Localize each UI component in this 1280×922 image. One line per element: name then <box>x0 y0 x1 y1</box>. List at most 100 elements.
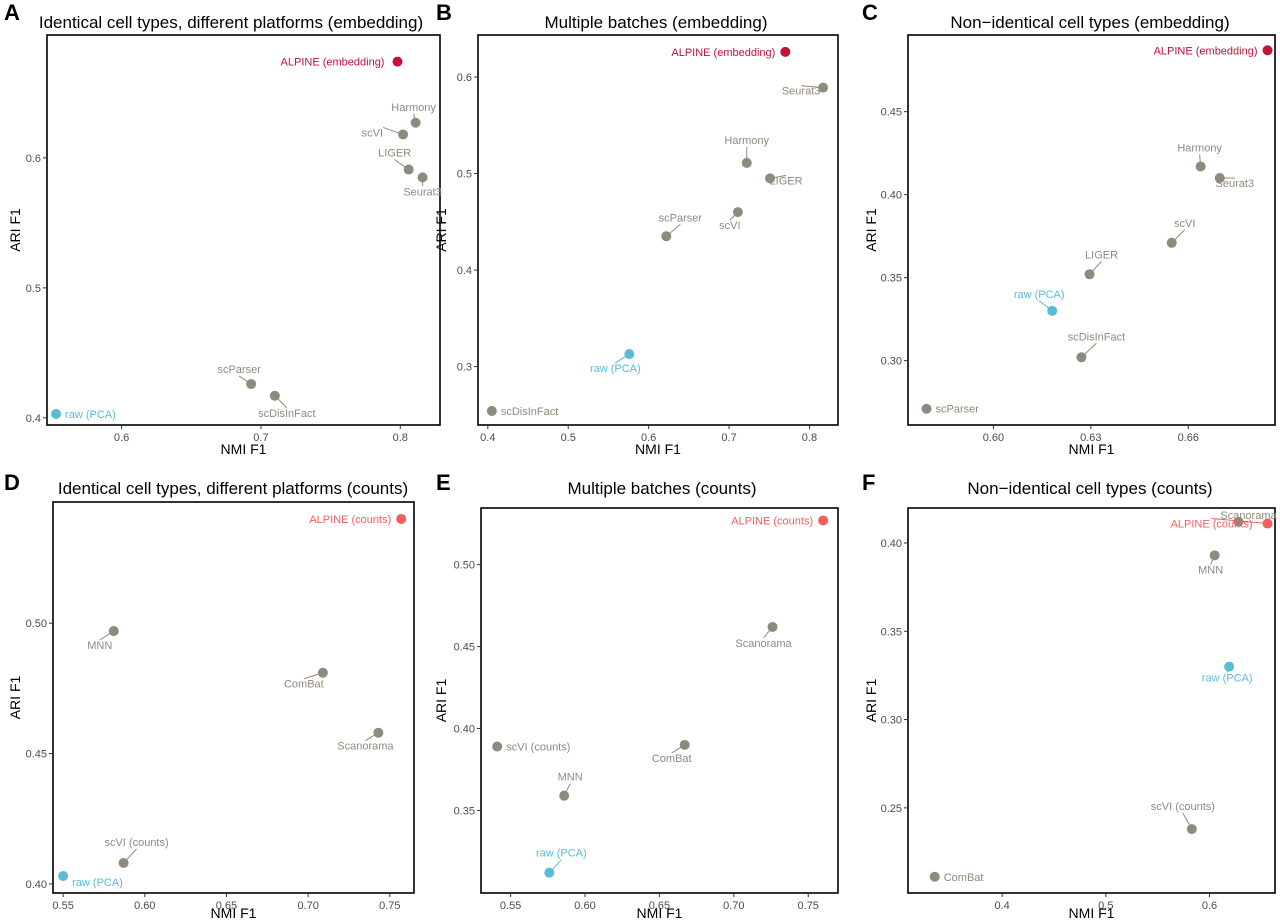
y-tick-label: 0.40 <box>881 190 902 202</box>
point-mnn <box>559 790 570 801</box>
y-axis-label: ARI F1 <box>433 208 449 252</box>
point-scparser <box>246 379 257 390</box>
point-seurat3 <box>818 82 829 93</box>
point-scdisinfact <box>1076 352 1087 363</box>
point-label-mnn: MNN <box>87 640 112 652</box>
point-label-combat: ComBat <box>652 753 692 765</box>
point-label-raw-pca: raw (PCA) <box>590 363 641 375</box>
point-liger <box>403 164 414 175</box>
y-tick-label: 0.5 <box>457 169 472 181</box>
point-seurat3 <box>1214 173 1225 184</box>
x-tick-label: 0.7 <box>253 432 268 444</box>
point-raw-pca <box>624 349 635 360</box>
y-tick-label: 0.40 <box>454 724 475 736</box>
y-tick-label: 0.30 <box>881 356 902 368</box>
point-label-scanorama: Scanorama <box>735 638 792 650</box>
y-tick-label: 0.50 <box>26 618 47 630</box>
point-seurat3 <box>417 172 428 183</box>
panel-a-letter: A <box>4 0 20 25</box>
y-tick-label: 0.4 <box>457 265 472 277</box>
x-axis-label: NMI F1 <box>1069 905 1115 921</box>
point-label-combat: ComBat <box>944 872 984 884</box>
point-label-liger: LIGER <box>770 175 803 187</box>
panel-e-frame <box>480 507 839 894</box>
x-tick-label: 0.55 <box>500 900 521 912</box>
point-raw-pca <box>51 408 62 419</box>
panel-b-title: Multiple batches (embedding) <box>544 13 767 32</box>
point-scdisinfact <box>269 390 280 401</box>
point-liger <box>765 173 776 184</box>
panel-d-letter: D <box>4 470 20 495</box>
point-label-harmony: Harmony <box>391 102 436 114</box>
x-tick-label: 0.5 <box>561 432 576 444</box>
point-label-scvi: scVI <box>1174 218 1195 230</box>
panel-d: D Identical cell types, different platfor… <box>4 470 415 921</box>
point-label-harmony: Harmony <box>1177 142 1222 154</box>
x-tick-label: 0.70 <box>723 900 744 912</box>
y-tick-label: 0.25 <box>881 803 902 815</box>
point-scdisinfact <box>486 406 497 417</box>
panel-c: C Non−identical cell types (embedding) 0.6… <box>862 0 1276 457</box>
point-mnn <box>108 626 119 637</box>
panel-d-title: Identical cell types, different platform… <box>58 479 408 498</box>
y-tick-label: 0.6 <box>457 72 472 84</box>
point-scvi <box>1166 237 1177 248</box>
x-axis-label: NMI F1 <box>637 905 683 921</box>
point-combat <box>317 667 328 678</box>
panel-b: B Multiple batches (embedding) 0.4 0.5 0.6 0.… <box>433 0 839 457</box>
point-label-scdisinfact: scDisInFact <box>501 406 558 418</box>
point-raw-pca <box>1047 305 1058 316</box>
point-label-raw-pca: raw (PCA) <box>1202 673 1253 685</box>
panel-e-title: Multiple batches (counts) <box>568 479 757 498</box>
x-tick-label: 0.4 <box>480 432 495 444</box>
x-tick-label: 0.7 <box>721 432 736 444</box>
point-alpine-embedding <box>1262 45 1273 56</box>
x-tick-label: 0.75 <box>379 900 400 912</box>
point-alpine-counts <box>396 513 407 524</box>
point-label-scanorama: Scanorama <box>337 741 394 753</box>
point-harmony <box>410 117 421 128</box>
point-scvi-counts <box>1186 824 1197 835</box>
point-label-scparser: scParser <box>217 364 261 376</box>
point-label-scparser: scParser <box>659 212 703 224</box>
point-scanorama <box>1233 516 1244 527</box>
point-alpine-embedding <box>392 56 403 67</box>
point-scparser <box>921 403 932 414</box>
panel-f-letter: F <box>862 470 875 495</box>
y-tick-label: 0.30 <box>881 715 902 727</box>
y-tick-label: 0.45 <box>881 107 902 119</box>
point-scanorama <box>373 727 384 738</box>
x-tick-label: 0.63 <box>1080 432 1101 444</box>
point-scvi-counts <box>492 741 503 752</box>
y-tick-label: 0.35 <box>454 805 475 817</box>
panel-f: F Non−identical cell types (counts) 0.4 0.5… <box>862 470 1278 921</box>
x-tick-label: 0.8 <box>393 432 408 444</box>
point-label-raw-pca: raw (PCA) <box>1014 289 1065 301</box>
point-label-scdisinfact: scDisInFact <box>258 408 315 420</box>
x-tick-label: 0.70 <box>297 900 318 912</box>
point-label-liger: LIGER <box>1085 249 1118 261</box>
point-raw-pca <box>544 867 555 878</box>
point-label-combat: ComBat <box>284 679 324 691</box>
panel-d-frame <box>52 501 415 894</box>
panel-f-title: Non−identical cell types (counts) <box>967 479 1212 498</box>
point-alpine-counts <box>818 515 829 526</box>
panel-a: A Identical cell types, different platfor… <box>4 0 442 457</box>
point-label-alpine-counts: ALPINE (counts) <box>731 515 813 527</box>
y-tick-label: 0.4 <box>26 413 41 425</box>
point-alpine-counts <box>1262 518 1273 529</box>
x-tick-label: 0.66 <box>1178 432 1199 444</box>
point-raw-pca <box>1224 661 1235 672</box>
point-label-mnn: MNN <box>1198 564 1223 576</box>
x-tick-label: 0.8 <box>802 432 817 444</box>
y-axis-label: ARI F1 <box>863 679 879 723</box>
x-tick-label: 0.60 <box>134 900 155 912</box>
x-tick-label: 0.6 <box>641 432 656 444</box>
point-scvi-counts <box>118 858 129 869</box>
point-label-scanorama: Scanorama <box>1220 510 1277 522</box>
y-tick-label: 0.40 <box>26 879 47 891</box>
panel-c-frame <box>907 34 1276 426</box>
x-tick-label: 0.55 <box>52 900 73 912</box>
point-combat <box>679 739 690 750</box>
